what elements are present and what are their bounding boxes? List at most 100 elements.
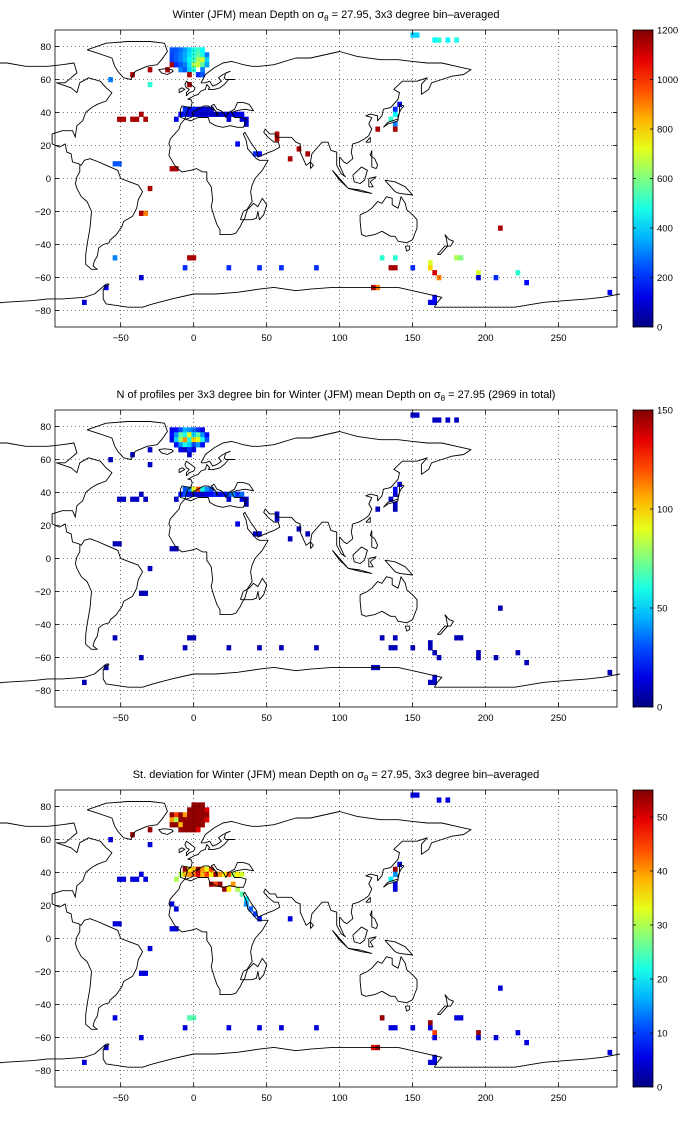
bin-cell [226, 111, 232, 117]
y-tick-label: 20 [40, 141, 51, 152]
bin-cell [173, 817, 179, 823]
coastline-segment [368, 556, 377, 568]
bin-cell [173, 876, 179, 882]
bin-cell [182, 822, 188, 828]
x-tick-label: 250 [551, 713, 567, 724]
bin-cell [392, 121, 398, 127]
bin-cell [410, 1025, 416, 1031]
bin-cell [187, 447, 192, 453]
coastline-segment [369, 910, 379, 930]
x-tick-label: 100 [332, 333, 348, 344]
bin-cell [476, 655, 481, 661]
bin-cell [147, 81, 153, 88]
bin-cell [182, 57, 188, 63]
coastline-segment [365, 136, 371, 143]
bin-cell [187, 827, 192, 833]
colorbar-tick-label: 0 [657, 703, 662, 714]
bin-cell [169, 52, 175, 58]
bin-cell [379, 1015, 385, 1021]
bin-cell [195, 491, 201, 497]
bin-cell [217, 871, 223, 877]
bin-cell [410, 32, 416, 38]
bin-cell [182, 817, 188, 823]
bin-cell [191, 635, 197, 641]
bin-cell [392, 635, 398, 641]
bin-cell [173, 52, 179, 58]
bin-cell [239, 491, 245, 497]
bin-cell [515, 650, 521, 656]
bin-cell [178, 47, 184, 53]
bin-cell [498, 225, 503, 231]
bin-cell [427, 265, 433, 271]
bin-cell [182, 491, 188, 497]
bin-cell [476, 1035, 481, 1041]
x-tick-label: 200 [478, 1093, 494, 1104]
bin-cell [476, 275, 481, 281]
bin-cell [314, 645, 319, 651]
bin-cell [121, 496, 127, 502]
bin-cell [182, 47, 188, 53]
bin-cell [454, 37, 459, 43]
bin-cell [130, 452, 135, 458]
bin-cell [173, 166, 179, 172]
bin-cell [252, 531, 258, 537]
bin-cell [147, 841, 153, 848]
bin-cell [169, 57, 175, 63]
bin-cell [287, 536, 293, 542]
bin-cell [173, 812, 179, 818]
coastline-segment [0, 62, 144, 270]
bin-cell [187, 427, 192, 433]
coastline-segment [348, 187, 373, 194]
bin-cell [314, 265, 319, 271]
y-tick-label: 20 [40, 521, 51, 532]
bin-cell [108, 837, 113, 843]
bin-cell [178, 427, 184, 433]
bin-cell [117, 541, 122, 547]
bin-cell [117, 116, 122, 122]
bin-cell [195, 827, 201, 833]
bin-cell [607, 1049, 613, 1056]
bin-cell [432, 270, 438, 276]
bin-cell [173, 116, 179, 122]
bin-cell [230, 871, 236, 877]
y-tick-label: −40 [35, 240, 51, 251]
bin-cell [392, 501, 398, 507]
coastline-segment [310, 161, 314, 169]
bin-cell [178, 817, 184, 823]
coastline-segment [369, 530, 379, 550]
colorbar-tick-label: 200 [657, 273, 673, 284]
bin-cell [103, 284, 109, 291]
bin-cell [458, 635, 464, 641]
bin-cell [182, 62, 188, 68]
colorbar-tick-label: 1200 [657, 26, 678, 37]
coastline-segment [437, 625, 449, 635]
x-tick-label: 0 [191, 713, 196, 724]
bin-cell [195, 812, 201, 818]
bin-cell [279, 1025, 284, 1031]
y-tick-label: −80 [35, 686, 51, 697]
bin-cell [445, 797, 451, 803]
bin-cell [143, 116, 148, 122]
bin-cell [427, 645, 433, 651]
colorbar [632, 789, 654, 1088]
bin-cell [213, 111, 219, 117]
coastline-segment [404, 1005, 411, 1012]
bin-cell [195, 432, 201, 438]
bin-cell [476, 650, 481, 656]
bin-cell [182, 52, 188, 58]
bin-cell [178, 812, 184, 818]
bin-cell [138, 210, 144, 216]
bin-cell [427, 260, 433, 266]
coastline-segment [178, 87, 186, 94]
y-tick-label: 40 [40, 488, 51, 499]
x-tick-label: 0 [191, 1093, 196, 1104]
bin-cell [182, 442, 188, 448]
colorbar-tick-label: 0 [657, 323, 662, 334]
colorbar-tick-label: 600 [657, 174, 673, 185]
bin-cell [204, 52, 210, 58]
bin-cell [169, 822, 175, 828]
coastline-segment [310, 921, 314, 929]
bin-cell [235, 521, 240, 527]
bin-cell [187, 452, 192, 458]
y-tick-label: −60 [35, 273, 51, 284]
